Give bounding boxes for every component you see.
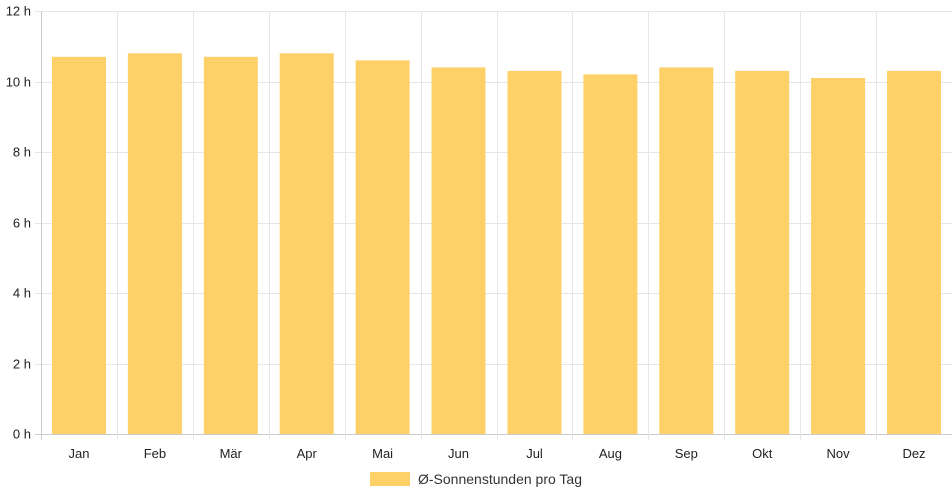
- bars: [52, 53, 941, 435]
- x-tick-label: Aug: [599, 446, 622, 461]
- y-tick-label: 0 h: [13, 427, 31, 442]
- y-tick-label: 10 h: [6, 75, 31, 90]
- y-tick-label: 12 h: [6, 4, 31, 19]
- x-axis-ticks: Jan Feb Mär Apr Mai Jun Jul Aug Sep Okt Nov Dez: [69, 446, 926, 461]
- y-axis-ticks: 0 h 2 h 4 h 6 h 8 h 10 h 12 h: [6, 4, 31, 442]
- bar-aug[interactable]: [583, 74, 638, 435]
- y-tick-label: 2 h: [13, 357, 31, 372]
- x-tick-label: Jan: [69, 446, 90, 461]
- bar-mär[interactable]: [203, 56, 258, 435]
- x-tick-label: Jun: [448, 446, 469, 461]
- bar-jul[interactable]: [507, 70, 562, 435]
- bar-sep[interactable]: [659, 67, 714, 435]
- x-tick-label: Jul: [526, 446, 543, 461]
- legend-swatch: [370, 472, 410, 486]
- x-tick-label: Sep: [675, 446, 698, 461]
- y-tick-label: 4 h: [13, 286, 31, 301]
- x-tick-label: Dez: [902, 446, 925, 461]
- y-tick-label: 6 h: [13, 216, 31, 231]
- x-tick-label: Feb: [144, 446, 166, 461]
- x-tick-label: Apr: [297, 446, 318, 461]
- bar-feb[interactable]: [127, 53, 182, 435]
- bar-okt[interactable]: [735, 70, 790, 435]
- bar-apr[interactable]: [279, 53, 334, 435]
- x-tick-label: Nov: [827, 446, 851, 461]
- bar-jun[interactable]: [431, 67, 486, 435]
- x-tick-label: Okt: [752, 446, 773, 461]
- bar-nov[interactable]: [811, 78, 866, 434]
- bar-dez[interactable]: [887, 70, 941, 435]
- y-tick-label: 8 h: [13, 145, 31, 160]
- bar-jan[interactable]: [52, 56, 106, 435]
- legend-label: Ø-Sonnenstunden pro Tag: [418, 471, 582, 487]
- grid-lines: [35, 11, 952, 440]
- x-tick-label: Mär: [220, 446, 243, 461]
- bar-mai[interactable]: [355, 60, 410, 435]
- legend[interactable]: Ø-Sonnenstunden pro Tag: [370, 471, 582, 487]
- x-tick-label: Mai: [372, 446, 393, 461]
